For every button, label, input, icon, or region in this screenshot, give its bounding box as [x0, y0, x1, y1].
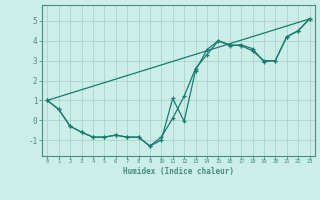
- X-axis label: Humidex (Indice chaleur): Humidex (Indice chaleur): [123, 167, 234, 176]
